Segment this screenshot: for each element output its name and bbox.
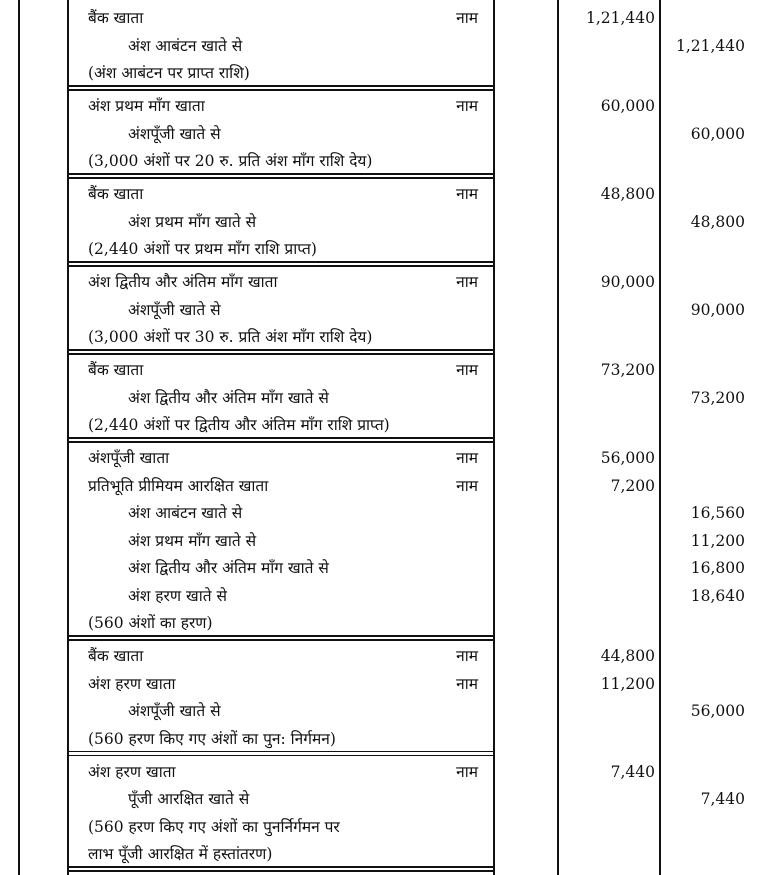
border	[18, 0, 20, 875]
column-rule	[493, 0, 495, 875]
particulars: पूँजी आरक्षित खाते से	[128, 790, 250, 808]
debit-mark: नाम	[456, 185, 478, 203]
debit-mark: नाम	[456, 449, 478, 467]
particulars: अंश प्रथम माँग खाते से	[128, 212, 257, 231]
entry-rule	[67, 173, 493, 175]
entry-rule	[67, 89, 493, 91]
debit-amount: 73,200	[600, 361, 655, 379]
debit-mark: नाम	[456, 647, 478, 665]
particulars: लाभ पूँजी आरक्षित में हस्तांतरण)	[88, 845, 273, 863]
entry-rule	[67, 353, 493, 355]
particulars: अंश प्रथम माँग खाता	[88, 97, 205, 115]
particulars: बैंक खाता	[88, 361, 144, 379]
particulars: अंश प्रथम माँग खाते से	[128, 531, 257, 550]
particulars: बैंक खाता	[88, 185, 144, 203]
debit-amount: 44,800	[600, 647, 655, 665]
particulars: अंश हरण खाते से	[128, 586, 227, 605]
particulars: (560 हरण किए गए अंशों का पुन: निर्गमन)	[88, 729, 336, 748]
credit-amount: 48,800	[690, 212, 745, 231]
particulars: (अंश आबंटन पर प्राप्त राशि)	[88, 64, 250, 82]
particulars: (3,000 अंशों पर 30 रु. प्रति अंश माँग रा…	[88, 328, 373, 346]
entry-rule	[67, 265, 493, 267]
credit-amount: 18,640	[690, 586, 745, 605]
entry-rule	[67, 261, 493, 263]
credit-amount: 16,800	[690, 559, 745, 577]
debit-mark: नाम	[456, 273, 478, 291]
debit-amount: 90,000	[600, 273, 655, 291]
entry-rule	[67, 437, 493, 439]
particulars: अंश द्वितीय और अंतिम माँग खाता	[88, 273, 278, 291]
credit-amount: 1,21,440	[675, 36, 745, 55]
entry-rule	[67, 441, 493, 443]
particulars: बैंक खाता	[88, 647, 144, 665]
debit-mark: नाम	[456, 9, 478, 27]
particulars: (560 हरण किए गए अंशों का पुनर्निर्गमन पर	[88, 817, 340, 836]
particulars: अंशपूँजी खाता	[88, 449, 170, 467]
debit-amount: 1,21,440	[585, 9, 655, 27]
entry-rule	[67, 177, 493, 179]
credit-amount: 90,000	[690, 300, 745, 319]
debit-mark: नाम	[456, 476, 478, 495]
column-rule	[557, 0, 559, 875]
credit-amount: 60,000	[690, 124, 745, 143]
particulars: अंश द्वितीय और अंतिम माँग खाते से	[128, 559, 329, 577]
debit-mark: नाम	[456, 361, 478, 379]
debit-amount: 7,440	[610, 762, 655, 781]
column-rule	[659, 0, 661, 875]
credit-amount: 7,440	[700, 790, 745, 808]
particulars: अंश द्वितीय और अंतिम माँग खाते से	[128, 388, 329, 407]
particulars: (2,440 अंशों पर द्वितीय और अंतिम माँग रा…	[88, 416, 390, 434]
debit-amount: 60,000	[600, 97, 655, 115]
debit-mark: नाम	[456, 97, 478, 115]
particulars: (3,000 अंशों पर 20 रु. प्रति अंश माँग रा…	[88, 152, 373, 170]
entry-rule	[67, 870, 493, 872]
particulars: (560 अंशों का हरण)	[88, 614, 213, 632]
particulars: अंश हरण खाता	[88, 674, 176, 693]
debit-mark: नाम	[456, 762, 478, 781]
entry-rule	[67, 750, 493, 752]
entry-rule	[67, 85, 493, 87]
entry-rule	[67, 349, 493, 351]
particulars: अंश आबंटन खाते से	[128, 504, 243, 522]
particulars: अंशपूँजी खाते से	[128, 124, 221, 143]
credit-amount: 73,200	[690, 388, 745, 407]
debit-amount: 56,000	[600, 449, 655, 467]
particulars: (2,440 अंशों पर प्रथम माँग राशि प्राप्त)	[88, 240, 317, 258]
particulars: बैंक खाता	[88, 9, 144, 27]
entry-rule	[67, 639, 493, 641]
credit-amount: 11,200	[690, 531, 745, 550]
debit-mark: नाम	[456, 674, 478, 693]
credit-amount: 16,560	[690, 504, 745, 522]
entry-rule	[67, 866, 493, 868]
entry-rule	[67, 754, 493, 756]
debit-amount: 48,800	[600, 185, 655, 203]
particulars: अंश हरण खाता	[88, 762, 176, 781]
entry-rule	[67, 635, 493, 637]
credit-amount: 56,000	[690, 702, 745, 720]
particulars: अंशपूँजी खाते से	[128, 300, 221, 319]
particulars: अंश आबंटन खाते से	[128, 36, 243, 55]
particulars: अंशपूँजी खाते से	[128, 702, 221, 720]
debit-amount: 11,200	[600, 674, 655, 693]
debit-amount: 7,200	[610, 476, 655, 495]
particulars: प्रतिभूति प्रीमियम आरक्षित खाता	[88, 476, 269, 495]
